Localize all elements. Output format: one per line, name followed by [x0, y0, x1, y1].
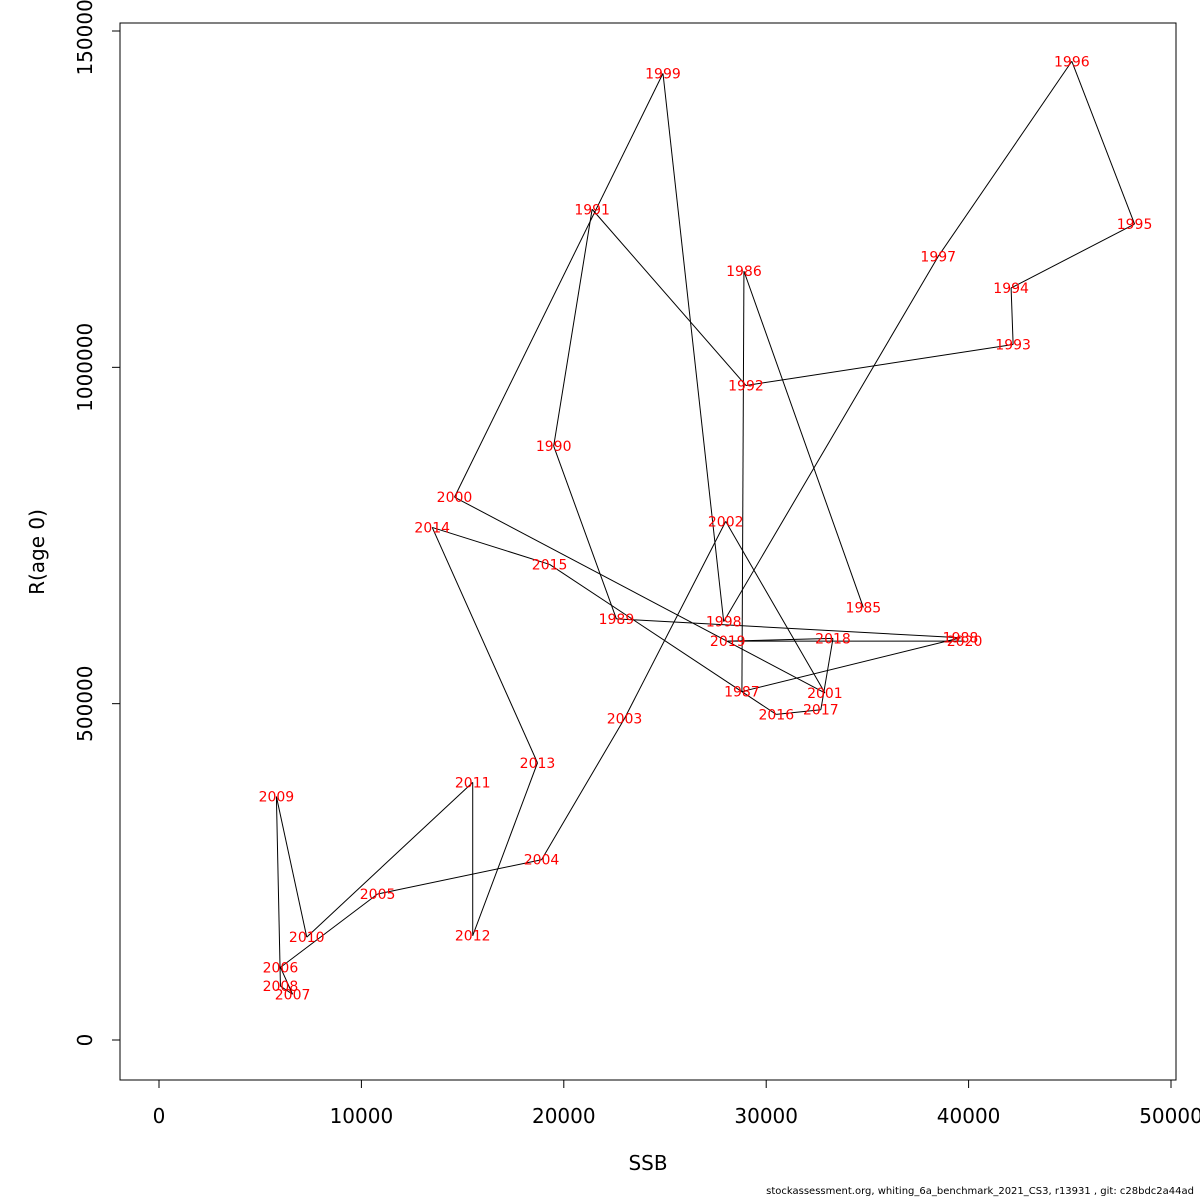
connection-line [745, 343, 1014, 386]
connection-line [306, 782, 474, 938]
connection-line [431, 527, 538, 764]
connection-line [553, 445, 617, 620]
connection-line [937, 60, 1073, 257]
connection-line [280, 893, 378, 968]
x-tick-label: 0 [153, 1104, 166, 1128]
year-label: 1987 [724, 685, 760, 701]
connection-line [741, 271, 745, 692]
year-label: 2005 [360, 887, 396, 903]
year-label: 1998 [706, 615, 742, 631]
connection-line [820, 638, 834, 710]
year-label: 2020 [947, 634, 983, 650]
plot-frame [119, 22, 1177, 1081]
year-label: 2008 [263, 979, 299, 995]
connection-line [616, 618, 961, 639]
year-label: 2010 [289, 930, 325, 946]
x-tick-label: 20000 [532, 1104, 596, 1128]
x-tick-label: 40000 [937, 1104, 1001, 1128]
x-tick-label: 10000 [330, 1104, 394, 1128]
year-label: 2015 [532, 557, 568, 573]
x-axis: 0 10000 20000 30000 40000 50000 [153, 1079, 1200, 1128]
year-label: 2014 [414, 520, 450, 536]
connection-line [624, 521, 727, 719]
year-label: 1997 [920, 249, 956, 265]
year-label: 2001 [807, 686, 843, 702]
connection-line [432, 526, 550, 565]
connection-line [279, 967, 294, 995]
y-axis-title: R(age 0) [25, 509, 49, 595]
connection-line [553, 209, 593, 447]
year-label: 2012 [455, 929, 491, 945]
year-label: 1996 [1054, 54, 1090, 70]
connection-line [741, 637, 961, 693]
year-labels: 1985 1986 1987 1988 1989 1990 1991 1992 1993 1994… [259, 54, 1153, 1003]
x-tick-label: 30000 [734, 1104, 798, 1128]
connection-line [275, 796, 281, 987]
x-tick-label: 50000 [1139, 1104, 1200, 1128]
connection-line [275, 796, 308, 938]
year-label: 1999 [645, 66, 681, 82]
year-label: 1993 [995, 337, 1031, 353]
year-label: 1985 [846, 600, 882, 616]
y-tick-label: 500000 [73, 665, 97, 741]
connection-line [662, 73, 725, 622]
connection-line [743, 270, 864, 608]
connection-line [591, 208, 747, 386]
connection-line [1071, 61, 1136, 225]
y-axis: 0 500000 1000000 1500000 [73, 0, 121, 1047]
year-label: 2003 [607, 711, 643, 727]
year-label: 1992 [728, 378, 764, 394]
connection-line [723, 256, 939, 622]
connection-line [549, 564, 777, 715]
connection-line [541, 718, 625, 860]
connection-line [1010, 223, 1135, 289]
year-label: 1991 [574, 202, 610, 218]
y-tick-label: 1000000 [73, 323, 97, 412]
year-label: 2019 [710, 634, 746, 650]
year-label: 2007 [275, 987, 311, 1003]
year-label: 1995 [1117, 217, 1153, 233]
connection-line [377, 859, 542, 895]
year-label: 1990 [536, 439, 572, 455]
y-tick-label: 0 [73, 1034, 97, 1047]
x-axis-title: SSB [628, 1151, 667, 1175]
footer-text: stockassessment.org, whiting_6a_benchmar… [766, 1186, 1194, 1197]
connection-lines [275, 60, 1136, 995]
connection-line [472, 762, 538, 936]
year-label: 2000 [437, 490, 473, 506]
y-tick-label: 1500000 [73, 0, 97, 76]
year-label: 2009 [259, 789, 295, 805]
year-label: 1994 [993, 281, 1029, 297]
connection-line [776, 709, 821, 715]
year-label: 2002 [708, 514, 744, 530]
connection-line [725, 521, 826, 694]
connection-line [280, 985, 293, 995]
year-label: 2011 [455, 775, 491, 791]
year-label: 1988 [943, 631, 979, 647]
connection-line [454, 496, 826, 694]
year-label: 2004 [524, 853, 560, 869]
connection-line [454, 73, 664, 498]
year-label: 2013 [520, 756, 556, 772]
year-label: 2006 [263, 960, 299, 976]
year-label: 2018 [815, 631, 851, 647]
year-label: 2016 [758, 707, 794, 723]
year-label: 1986 [726, 264, 762, 280]
year-label: 1989 [599, 612, 635, 628]
connection-line [1010, 287, 1014, 345]
year-label: 2017 [803, 703, 839, 719]
